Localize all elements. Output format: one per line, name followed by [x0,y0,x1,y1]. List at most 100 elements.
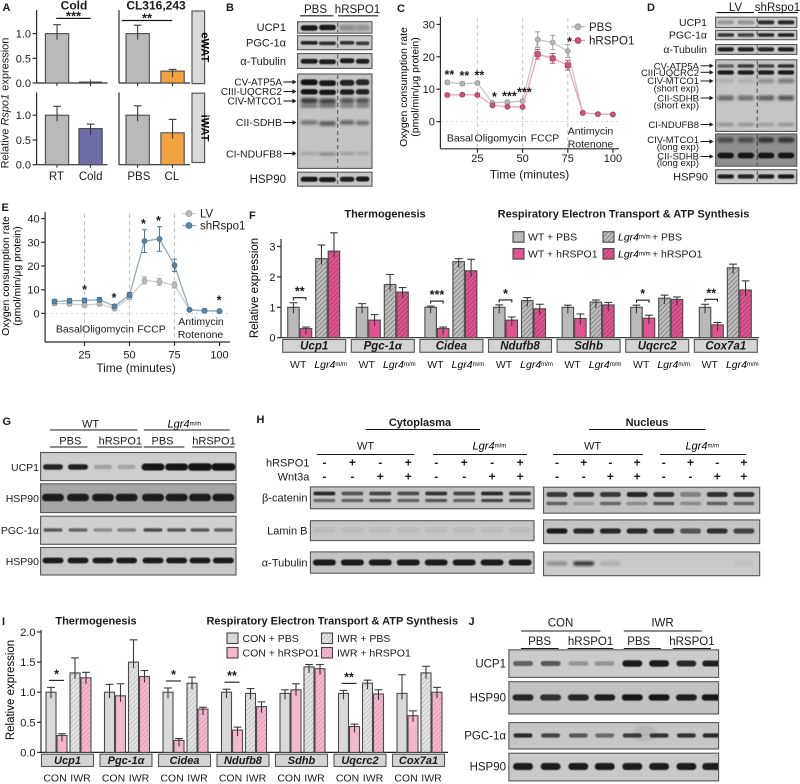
svg-text:Pgc-1α: Pgc-1α [364,341,403,353]
svg-text:Cox7a1: Cox7a1 [705,341,746,353]
svg-text:Oligomycin: Oligomycin [475,132,527,144]
svg-text:HSP90: HSP90 [470,693,506,705]
svg-text:2.0: 2.0 [20,627,35,639]
svg-text:Lgr4m/m: Lgr4m/m [589,359,622,371]
svg-text:Antimycin: Antimycin [568,126,614,138]
svg-text:CON: CON [336,773,359,784]
svg-text:IWR: IWR [421,773,442,784]
svg-text:+: + [740,456,747,470]
svg-text:Rotenone: Rotenone [568,138,614,150]
svg-text:HSP90: HSP90 [6,556,39,568]
svg-text:Cox7a1: Cox7a1 [399,755,438,767]
svg-text:CII-SDHB: CII-SDHB [657,94,699,105]
svg-text:Sdhb: Sdhb [574,341,603,353]
svg-text:UCP1: UCP1 [475,659,506,671]
svg-text:Respiratory Electron Transport: Respiratory Electron Transport & ATP Syn… [206,616,458,628]
svg-text:100: 100 [210,350,228,362]
svg-text:CIII-UQCRC2: CIII-UQCRC2 [221,87,283,98]
svg-text:WT: WT [584,441,601,453]
svg-text:Time (minutes): Time (minutes) [490,168,570,182]
svg-text:20: 20 [423,52,435,64]
svg-text:PBS: PBS [589,22,612,34]
svg-text:(pmol/min/μg protein): (pmol/min/μg protein) [410,37,422,136]
svg-text:Oxygen consumption rate: Oxygen consumption rate [0,216,12,336]
svg-text:40: 40 [27,214,39,226]
svg-text:IWR: IWR [70,773,91,784]
svg-text:-: - [490,456,494,470]
svg-text:Lgr4m/m: Lgr4m/m [314,359,347,371]
svg-text:iWAT: iWAT [199,115,211,142]
svg-text:WT + PBS: WT + PBS [528,232,577,244]
svg-text:**: ** [295,285,305,299]
svg-text:0.0: 0.0 [20,747,35,759]
svg-text:1.0: 1.0 [16,29,31,41]
svg-text:**: ** [475,69,485,83]
svg-text:Cold: Cold [61,0,88,13]
svg-text:shRspo1: shRspo1 [755,2,800,14]
svg-text:α-Tubulin: α-Tubulin [663,44,707,56]
svg-text:***: *** [502,90,517,104]
svg-text:RT: RT [49,171,64,183]
svg-text:E: E [2,202,9,214]
svg-text:CIV-MTCO1: CIV-MTCO1 [647,135,699,146]
svg-text:WT + hRSPO1: WT + hRSPO1 [528,249,598,261]
svg-text:LV: LV [200,209,214,221]
svg-text:Cidea: Cidea [170,755,200,767]
svg-text:α-Tubulin: α-Tubulin [262,558,308,570]
svg-text:Oxygen consumption rate: Oxygen consumption rate [398,27,410,147]
svg-text:Relative expression: Relative expression [249,238,261,338]
svg-text:0: 0 [429,117,435,129]
svg-text:Uqcrc2: Uqcrc2 [341,755,378,767]
svg-text:C: C [397,3,405,15]
svg-text:WT: WT [359,359,376,371]
svg-text:FCCP: FCCP [137,324,166,336]
svg-text:CI-NDUFB8: CI-NDUFB8 [226,149,282,161]
svg-text:***: *** [66,9,82,24]
svg-text:WT: WT [290,359,307,371]
svg-text:0.0: 0.0 [16,160,31,172]
svg-text:Lgr4m/m: Lgr4m/m [520,359,553,371]
svg-text:Basal: Basal [56,324,82,336]
svg-text:Thermogenesis: Thermogenesis [344,209,425,221]
svg-text:+: + [634,456,641,470]
svg-text:A: A [3,2,11,14]
svg-text:PGC-1α: PGC-1α [464,731,506,743]
svg-text:*: * [567,35,572,49]
svg-text:β-catenin: β-catenin [262,493,307,505]
svg-text:-: - [715,456,719,470]
svg-text:-: - [378,456,382,470]
svg-text:Wnt3a: Wnt3a [278,471,311,483]
svg-text:H: H [257,414,265,426]
svg-text:Ndufb8: Ndufb8 [224,755,263,767]
svg-text:-: - [434,456,438,470]
svg-text:Uqcrc2: Uqcrc2 [638,341,678,353]
svg-text:hRSPO1: hRSPO1 [192,436,235,448]
svg-text:Respiratory Electron Transport: Respiratory Electron Transport & ATP Syn… [498,209,750,221]
svg-text:**: ** [445,68,455,82]
svg-text:WT: WT [357,441,374,453]
svg-text:25: 25 [78,350,90,362]
svg-text:WT: WT [427,359,444,371]
svg-text:IWR + hRSPO1: IWR + hRSPO1 [337,648,411,660]
svg-text:IWR: IWR [363,773,384,784]
svg-text:HSP90: HSP90 [250,174,286,186]
svg-text:+: + [349,456,356,470]
svg-text:(long exp): (long exp) [657,158,699,169]
svg-text:F: F [249,210,256,222]
svg-text:-: - [350,469,354,483]
svg-text:+: + [580,456,587,470]
svg-text:*: * [171,668,176,682]
svg-text:WT: WT [702,359,719,371]
svg-text:PGC-1α: PGC-1α [246,37,287,49]
svg-text:PGC-1α: PGC-1α [669,30,707,42]
svg-text:eWAT: eWAT [199,32,211,62]
svg-text:CII-SDHB: CII-SDHB [236,117,282,129]
svg-text:Cytoplasma: Cytoplasma [389,417,452,429]
svg-text:PBS: PBS [627,636,650,648]
svg-text:Lgr4m/m: Lgr4m/m [726,359,759,371]
svg-text:0.0: 0.0 [16,78,31,90]
svg-text:CIII-UQCRC2: CIII-UQCRC2 [641,68,699,79]
svg-text:hRSPO1: hRSPO1 [669,636,714,648]
svg-text:CIV-MTCO1: CIV-MTCO1 [228,97,283,108]
svg-text:CON + PBS: CON + PBS [243,633,299,645]
